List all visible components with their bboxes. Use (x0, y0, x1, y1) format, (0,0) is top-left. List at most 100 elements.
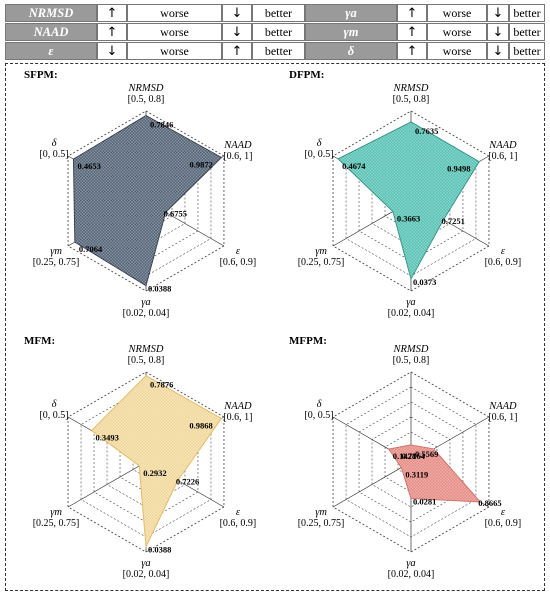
radar-chart: DFPM: 0.7635 0.9498 0.7251 0.0373 0.3663 0.467… (289, 69, 521, 319)
metric-label: NRMSD (5, 4, 97, 22)
worse-label: worse (427, 4, 487, 22)
data-label: 0.3493 (96, 433, 119, 443)
axis-label: NRMSD (393, 83, 429, 94)
better-label: better (509, 23, 545, 41)
axis-range-label: [0.5, 0.8] (393, 94, 430, 105)
data-label: 0.0388 (148, 284, 171, 294)
data-label: 0.0388 (148, 545, 171, 555)
axis-label: γm (50, 246, 62, 257)
axis-label: γa (406, 297, 415, 308)
series-hatch (91, 375, 222, 547)
data-label: 0.0373 (413, 277, 436, 287)
axis-label: NAAD (223, 140, 252, 151)
axis-range-label: [0.6, 0.9] (220, 518, 257, 529)
axis-label: γm (315, 246, 327, 257)
data-label: 0.7846 (150, 120, 173, 130)
better-label: better (509, 4, 545, 22)
data-label: 0.8665 (478, 498, 501, 508)
legend-row: NRMSD ↑ worse ↓ better γa ↑ worse ↓ bett… (5, 4, 545, 22)
data-label: 0.9872 (189, 159, 212, 169)
axis-range-label: [0.5, 0.8] (128, 94, 165, 105)
better-label: better (252, 4, 305, 22)
axis-range-label: [0.6, 0.9] (485, 518, 522, 529)
axis-label: δ (317, 399, 323, 410)
metric-label: NAAD (5, 23, 97, 41)
data-label: 0.4653 (77, 161, 100, 171)
axis-range-label: [0.25, 0.75] (33, 257, 80, 268)
arrow-down-icon: ↓ (487, 23, 509, 41)
axis-label: δ (52, 399, 58, 410)
axis-label: NRMSD (128, 344, 164, 355)
series-hatch (73, 115, 222, 286)
radar-chart: MFM: 0.7876 0.9868 0.7226 0.0388 0.2932 0.3493… (24, 335, 256, 580)
axis-label: γm (315, 507, 327, 518)
arrow-up-icon: ↑ (397, 4, 427, 22)
data-label: 0.7164 (402, 451, 426, 461)
axis-range-label: [0.25, 0.75] (33, 518, 80, 529)
radar-chart: SFPM: 0.7846 0.9872 0.6755 0.0388 0.7064 0.465… (24, 69, 256, 319)
data-label: 0.4674 (342, 161, 366, 171)
axis-label: NRMSD (128, 83, 164, 94)
metric-label: γm (305, 23, 397, 41)
axis-range-label: [0.25, 0.75] (298, 518, 345, 529)
axis-label: γa (141, 297, 150, 308)
chart-title: SFPM: (24, 69, 58, 81)
better-label: better (509, 42, 545, 60)
data-label: 0.7876 (150, 380, 173, 390)
series-hatch (388, 444, 481, 502)
axis-label: ε (501, 246, 506, 257)
data-label: 0.7064 (79, 244, 103, 254)
axis-range-label: [0, 0.5] (304, 410, 333, 421)
better-label: better (252, 42, 305, 60)
axis-range-label: [0.5, 0.8] (393, 355, 430, 366)
axis-label: NAAD (488, 140, 517, 151)
data-label: 0.7226 (176, 476, 199, 486)
metric-label: δ (305, 42, 397, 60)
data-label: 0.3119 (405, 470, 428, 480)
data-label: 0.6755 (164, 208, 187, 218)
worse-label: worse (127, 42, 222, 60)
arrow-up-icon: ↑ (397, 42, 427, 60)
arrow-down-icon: ↓ (487, 42, 509, 60)
series-hatch (338, 121, 480, 279)
axis-label: ε (236, 507, 241, 518)
better-label: better (252, 23, 305, 41)
axis-range-label: [0, 0.5] (304, 149, 333, 160)
axis-range-label: [0.6, 0.9] (485, 257, 522, 268)
worse-label: worse (427, 42, 487, 60)
data-label: 0.3663 (397, 213, 420, 223)
axis-label: δ (317, 138, 323, 149)
data-label: 0.7635 (415, 126, 438, 136)
data-label: 0.0281 (413, 496, 436, 506)
axis-range-label: [0.02, 0.04] (123, 569, 170, 580)
arrow-down-icon: ↓ (222, 23, 252, 41)
chart-title: MFM: (24, 335, 55, 347)
axis-label: γa (406, 558, 415, 569)
charts-frame: SFPM: 0.7846 0.9872 0.6755 0.0388 0.7064 0.465… (5, 63, 545, 591)
arrow-up-icon: ↑ (97, 23, 127, 41)
data-label: 0.9498 (447, 164, 470, 174)
axis-range-label: [0.02, 0.04] (388, 569, 435, 580)
arrow-down-icon: ↓ (97, 42, 127, 60)
axis-label: γm (50, 507, 62, 518)
data-label: 0.7251 (442, 216, 465, 226)
chart-title: DFPM: (289, 69, 324, 81)
axis-range-label: [0, 0.5] (39, 410, 68, 421)
data-label: 0.5569 (415, 449, 438, 459)
axis-label: NRMSD (393, 344, 429, 355)
legend-row: NAAD ↑ worse ↓ better γm ↑ worse ↓ bette… (5, 23, 545, 41)
axis-range-label: [0.6, 1] (488, 151, 517, 162)
data-label: 0.9868 (189, 420, 212, 430)
arrow-up-icon: ↑ (97, 4, 127, 22)
axis-spoke (67, 461, 147, 508)
worse-label: worse (427, 23, 487, 41)
arrow-down-icon: ↓ (222, 4, 252, 22)
axis-range-label: [0.6, 0.9] (220, 257, 257, 268)
axis-label: ε (501, 507, 506, 518)
legend-row: ε ↓ worse ↑ better δ ↑ worse ↓ better (5, 42, 545, 60)
axis-range-label: [0.02, 0.04] (388, 308, 435, 319)
arrow-up-icon: ↑ (222, 42, 252, 60)
axis-label: δ (52, 138, 58, 149)
metric-label: ε (5, 42, 97, 60)
